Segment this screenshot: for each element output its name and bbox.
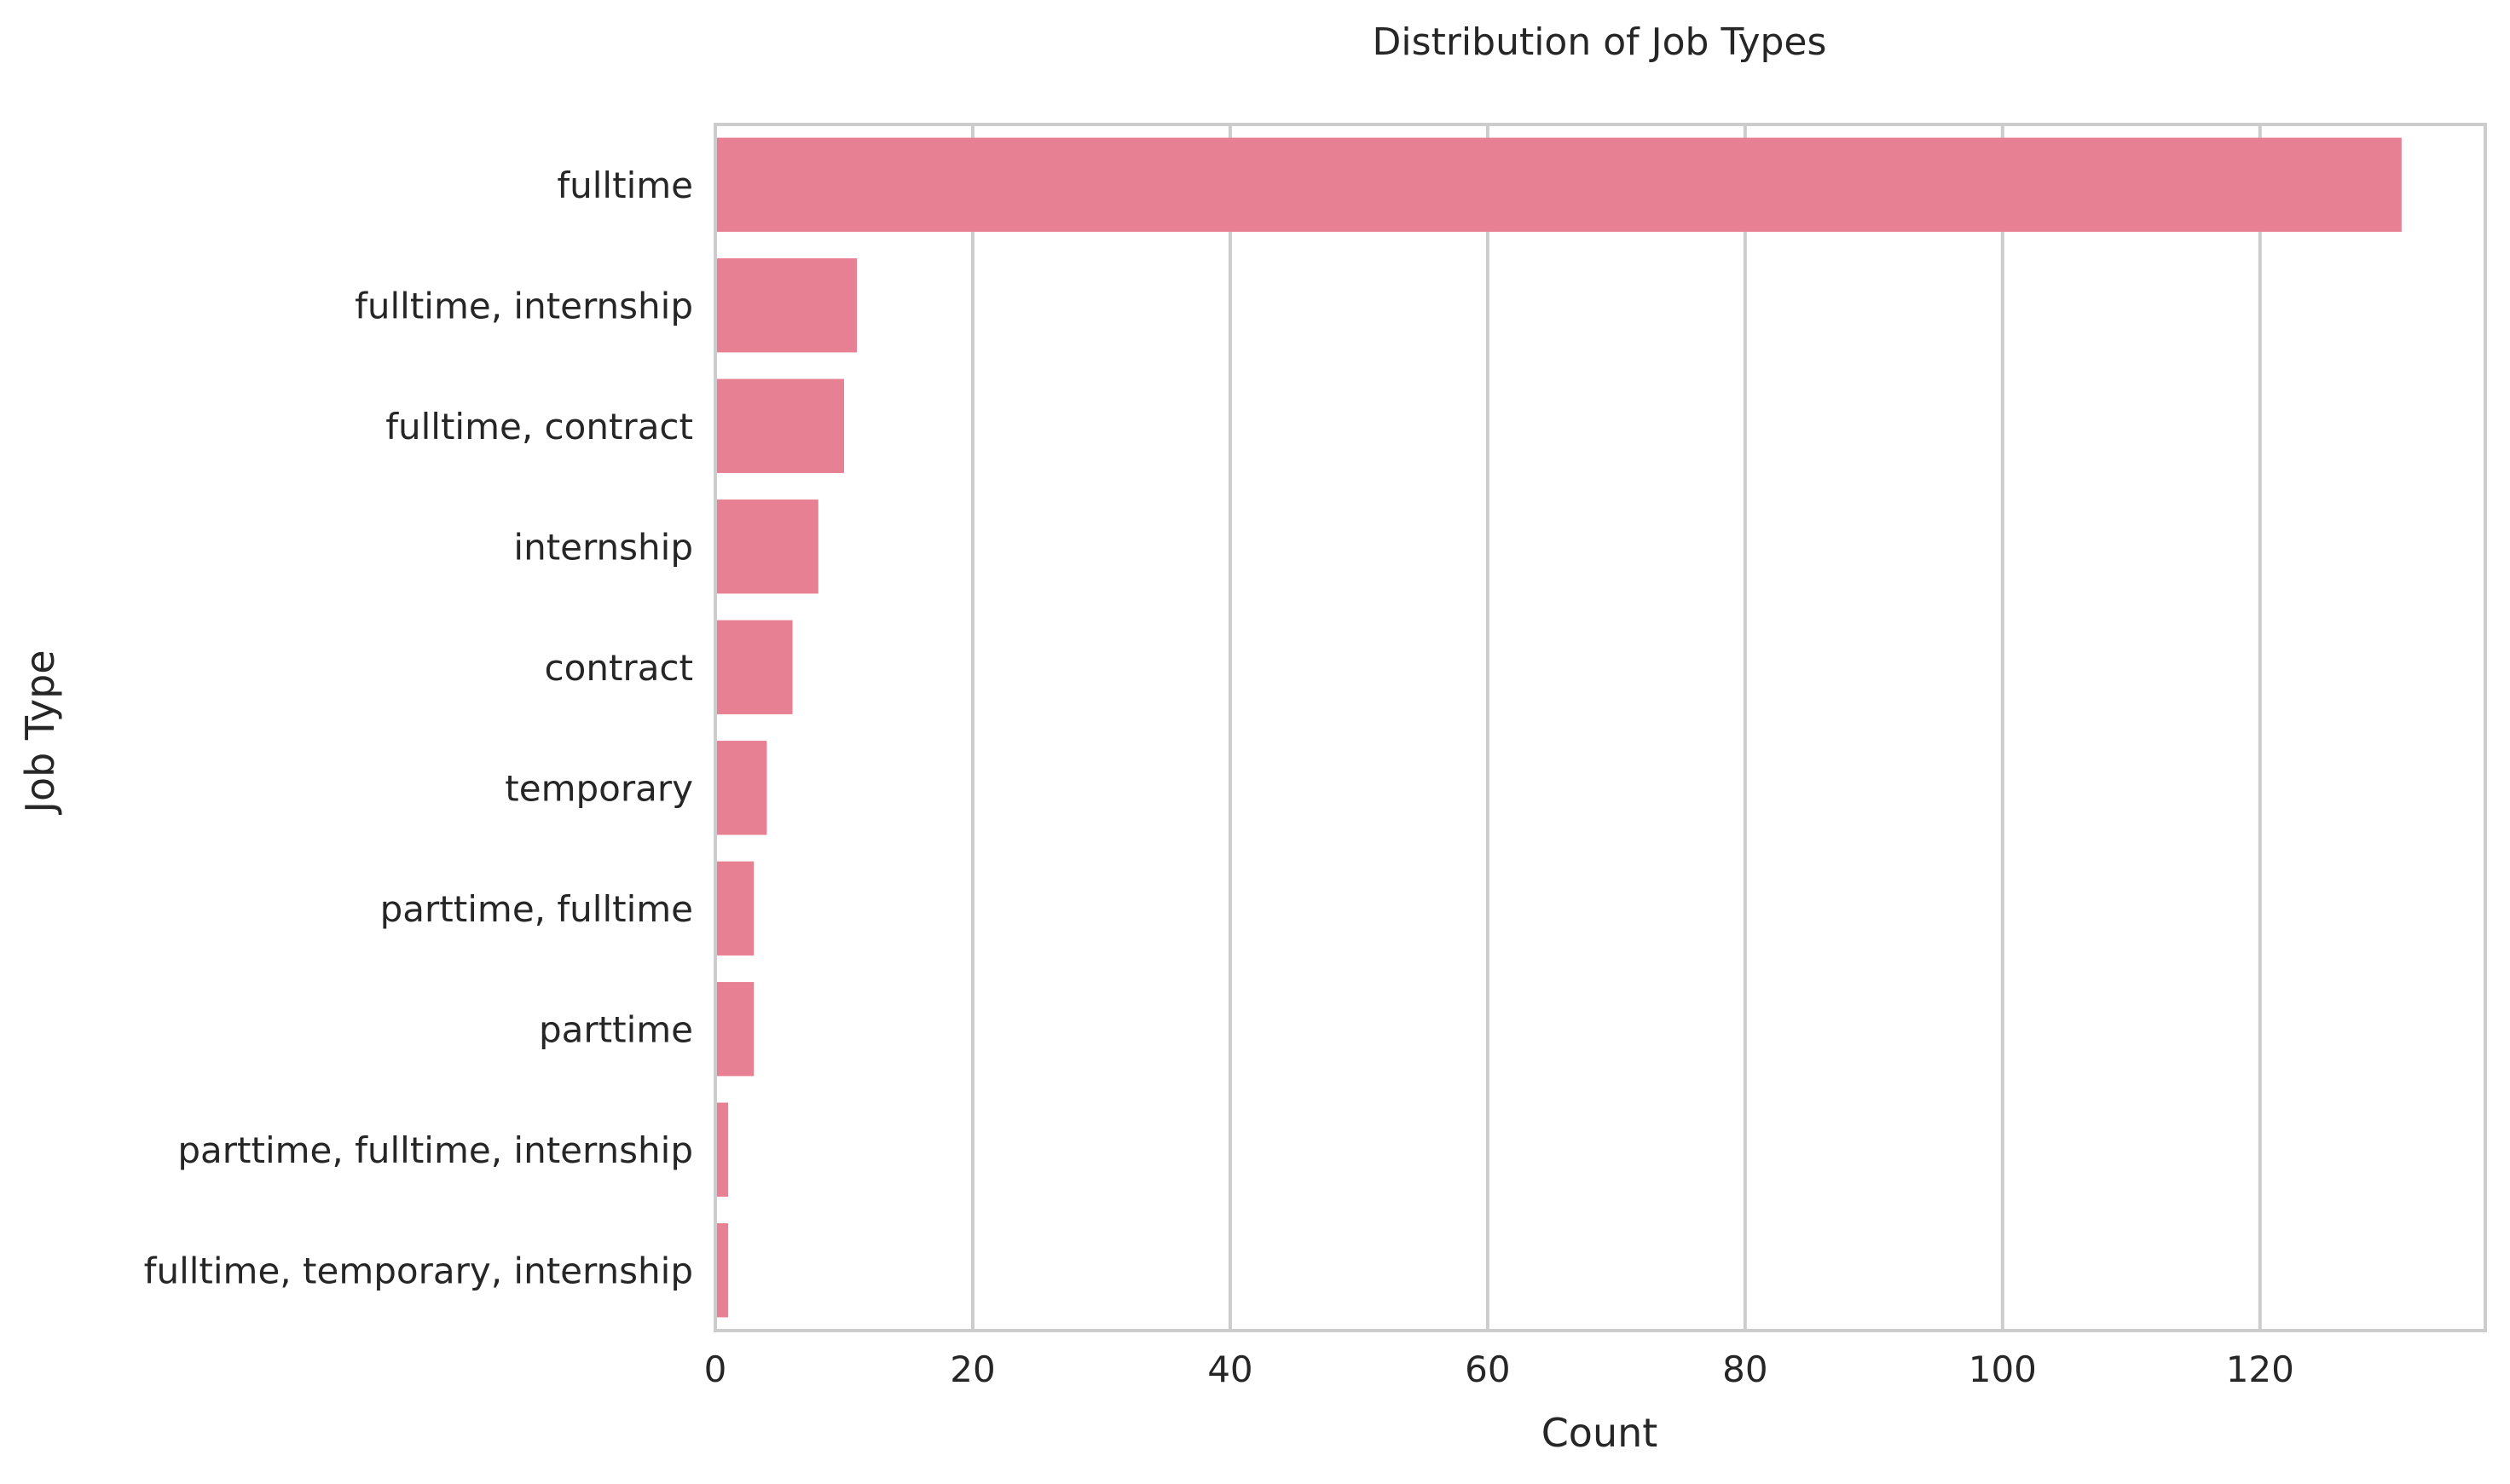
x-tick-label: 20 xyxy=(950,1348,995,1390)
y-category-label: fulltime xyxy=(557,165,693,206)
bar xyxy=(715,620,793,714)
x-tick-label: 100 xyxy=(1969,1348,2037,1390)
x-tick-labels: 0 20 40 60 80 100 120 xyxy=(704,1348,2294,1390)
y-category-label: parttime, fulltime xyxy=(380,888,693,930)
x-tick-label: 80 xyxy=(1722,1348,1767,1390)
bar xyxy=(715,741,767,835)
bar xyxy=(715,378,844,473)
y-category-labels: fulltime fulltime, internship fulltime, co… xyxy=(144,165,693,1292)
y-category-label: parttime, fulltime, internship xyxy=(177,1129,693,1171)
y-category-label: contract xyxy=(545,647,693,689)
chart-title: Distribution of Job Types xyxy=(1373,20,1827,64)
bar xyxy=(715,258,858,353)
bar xyxy=(715,1223,729,1318)
y-category-label: fulltime, contract xyxy=(385,406,693,448)
y-category-label: parttime xyxy=(539,1008,693,1050)
y-category-label: internship xyxy=(513,526,693,568)
y-category-label: fulltime, temporary, internship xyxy=(144,1250,693,1291)
x-tick-label: 0 xyxy=(704,1348,727,1390)
bar xyxy=(715,861,755,956)
x-gridlines xyxy=(970,124,2262,1331)
x-axis-label: Count xyxy=(1541,1410,1658,1456)
y-category-label: temporary xyxy=(505,767,693,809)
plot-frame xyxy=(714,123,2487,1332)
bar xyxy=(715,982,755,1077)
x-tick-label: 40 xyxy=(1207,1348,1252,1390)
x-tick-label: 120 xyxy=(2226,1348,2294,1390)
y-category-label: fulltime, internship xyxy=(355,285,693,326)
y-axis-label: Job Type xyxy=(17,650,63,815)
bar xyxy=(715,499,818,594)
x-tick-label: 60 xyxy=(1465,1348,1510,1390)
bars xyxy=(715,137,2402,1318)
bar xyxy=(715,137,2402,232)
bar xyxy=(715,1102,729,1197)
